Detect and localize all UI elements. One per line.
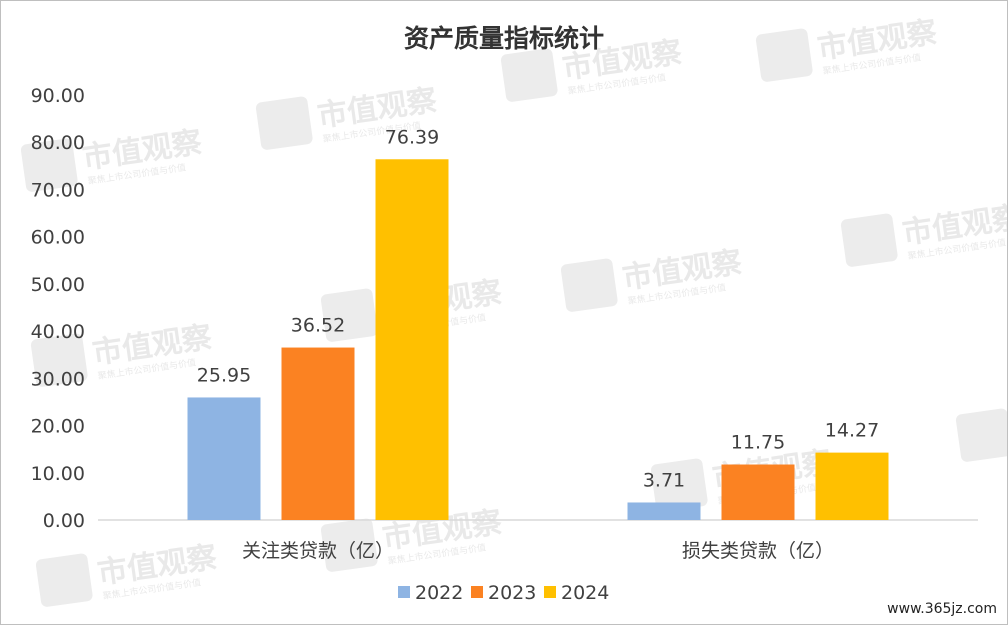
y-tick-label: 70.00 <box>31 179 85 201</box>
chart-title: 资产质量指标统计 <box>404 24 604 53</box>
legend-swatch-2022 <box>398 586 410 598</box>
legend-swatch-2024 <box>544 586 556 598</box>
bar-2023-0 <box>281 347 355 520</box>
y-tick-label: 50.00 <box>31 274 85 296</box>
legend-label-2024: 2024 <box>561 582 609 604</box>
data-label-2023-1: 11.75 <box>731 432 785 454</box>
y-tick-label: 90.00 <box>31 85 85 107</box>
data-label-2022-1: 3.71 <box>643 469 685 491</box>
data-label-2023-0: 36.52 <box>291 315 345 337</box>
y-axis: 0.00 10.00 20.00 30.00 40.00 50.00 60.00 70.00 8… <box>31 85 85 532</box>
y-tick-label: 30.00 <box>31 368 85 390</box>
category-label-0: 关注类贷款（亿） <box>242 540 394 562</box>
y-tick-label: 10.00 <box>31 463 85 485</box>
bar-2024-1 <box>815 452 889 520</box>
y-tick-label: 40.00 <box>31 321 85 343</box>
site-url[interactable]: www.365jz.com <box>887 601 997 617</box>
bar-2024-0 <box>375 159 449 520</box>
bar-2023-1 <box>721 464 795 520</box>
data-label-2024-1: 14.27 <box>825 420 879 442</box>
y-tick-label: 20.00 <box>31 416 85 438</box>
legend: 2022 2023 2024 <box>398 582 609 604</box>
legend-swatch-2023 <box>471 586 483 598</box>
data-label-2022-0: 25.95 <box>197 364 251 386</box>
bar-2022-0 <box>187 397 261 520</box>
y-tick-label: 80.00 <box>31 132 85 154</box>
bars-group: 25.95 3.71 36.52 11.75 76.39 14.27 <box>187 126 889 520</box>
category-label-1: 损失类贷款（亿） <box>682 540 834 562</box>
legend-label-2023: 2023 <box>488 582 536 604</box>
y-tick-label: 0.00 <box>43 510 85 532</box>
y-tick-label: 60.00 <box>31 227 85 249</box>
data-label-2024-0: 76.39 <box>385 126 439 148</box>
x-axis-categories: 关注类贷款（亿） 损失类贷款（亿） <box>242 540 834 562</box>
bar-2022-1 <box>627 502 701 520</box>
legend-label-2022: 2022 <box>415 582 463 604</box>
